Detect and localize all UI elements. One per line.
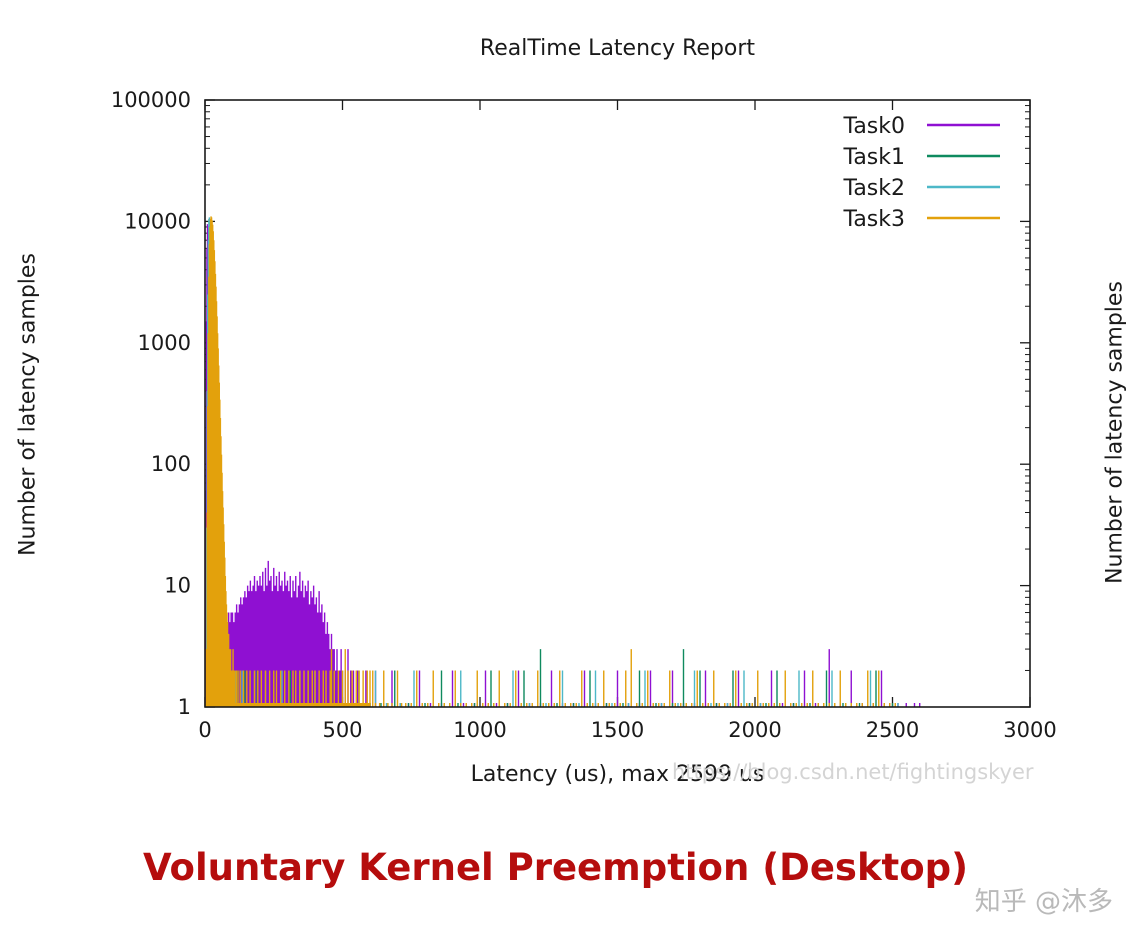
watermark-zhihu-text: 知乎 @沐多 — [974, 887, 1113, 917]
y-tick-label: 100 — [151, 452, 191, 476]
x-tick-label: 0 — [198, 718, 211, 742]
x-tick-label: 2500 — [866, 718, 919, 742]
watermark-url-text: https://blog.csdn.net/fightingskyer — [672, 760, 1034, 784]
y-axis-label-left: Number of latency samples — [15, 253, 41, 556]
series-task0 — [205, 224, 921, 707]
legend-label-task2: Task2 — [843, 176, 905, 201]
y-tick-label: 10000 — [124, 209, 191, 233]
y-tick-label: 1 — [178, 695, 191, 719]
x-axis-label: Latency (us), max 2599 us — [470, 762, 765, 787]
y-tick-label: 10 — [164, 574, 191, 598]
x-tick-label: 3000 — [1003, 718, 1056, 742]
x-tick-label: 1000 — [453, 718, 506, 742]
legend-label-task3: Task3 — [843, 207, 905, 232]
legend-label-task1: Task1 — [843, 145, 905, 170]
x-tick-label: 500 — [322, 718, 362, 742]
y-tick-label: 1000 — [138, 331, 191, 355]
x-tick-label: 2000 — [728, 718, 781, 742]
chart-title: RealTime Latency Report — [479, 36, 756, 61]
caption-title: Voluntary Kernel Preemption (Desktop) — [142, 846, 969, 889]
x-tick-label: 1500 — [591, 718, 644, 742]
plot-border — [204, 99, 1031, 708]
legend-label-task0: Task0 — [843, 114, 905, 139]
y-axis-label-right: Number of latency samples — [1102, 281, 1128, 584]
y-tick-label: 100000 — [111, 88, 191, 112]
